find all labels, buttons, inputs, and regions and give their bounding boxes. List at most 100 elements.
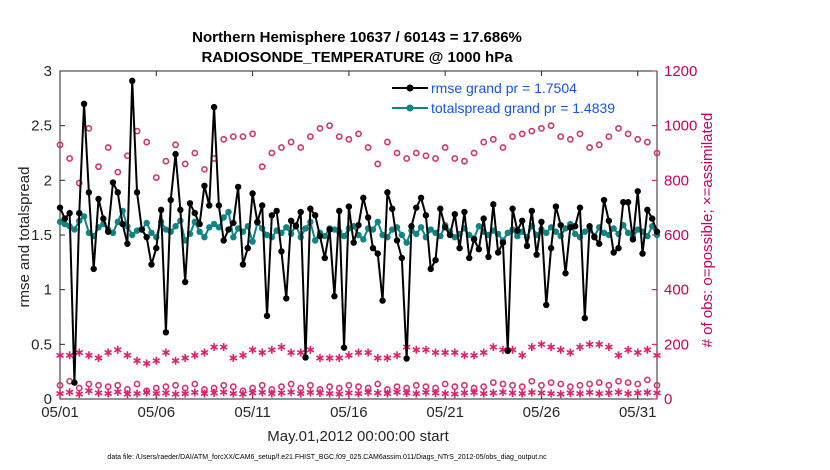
rmse-point [66,209,73,217]
obs-possible-point [480,383,488,391]
chart-title: Northern Hemisphere 10637 / 60143 = 17.6… [192,29,522,46]
obs-assimilated-point-low [94,388,103,397]
obs-assimilated-point-low [142,388,151,397]
obs-possible-point [518,383,526,391]
totalspread-point [403,239,410,246]
rmse-point [345,203,353,210]
y-axis-right: 0 200 400 600 800 1000 1200 [652,63,697,408]
obs-possible-point [470,149,478,157]
obs-assimilated-point [277,343,286,352]
totalspread-point [225,208,232,216]
obs-assimilated-point-low [123,390,132,399]
rmse-point [634,188,641,195]
totalspread-point [475,223,483,230]
totalspread-point [543,229,550,237]
totalspread-point [302,225,309,232]
obs-assimilated-point [354,348,363,357]
obs-possible-point [557,380,565,388]
obs-assimilated-point-low [393,388,401,397]
rmse-point [244,244,251,252]
totalspread-point [634,226,641,233]
rmse-point [543,301,550,309]
obs-assimilated-point [412,345,421,354]
obs-assimilated-point-low [383,389,392,398]
obs-possible-point [538,381,545,389]
obs-assimilated-point-low [171,390,180,399]
rmse-point [138,226,146,233]
totalspread-point [201,233,208,241]
obs-possible-point [412,149,420,157]
rmse-point [494,249,502,256]
x-tick-label: 05/31 [619,404,657,421]
obs-assimilated-point [585,340,594,349]
rmse-point [326,226,333,233]
rmse-point [557,221,564,229]
obs-assimilated-point-low [133,389,141,398]
totalspread-point [191,218,199,226]
obs-possible-point [143,138,151,146]
y-tick-label: 2.5 [31,118,52,135]
rmse-point [191,209,199,217]
obs-possible-point [56,381,64,389]
obs-assimilated-point-low [633,388,642,397]
totalspread-point [61,220,69,228]
obs-assimilated-point [287,348,295,357]
totalspread-point [417,224,425,231]
rmse-point [639,250,646,257]
rmse-point [644,206,651,214]
obs-assimilated-point [113,345,122,354]
obs-possible-point [306,381,314,389]
rmse-point [100,215,107,222]
obs-assimilated-point [142,359,151,368]
obs-possible-point [191,149,199,157]
rmse-point [605,217,613,224]
rmse-point [273,207,280,215]
totalspread-point [148,229,155,237]
obs-assimilated-point [604,343,613,352]
obs-possible-point [624,379,632,386]
y-right-tick-label: 800 [664,172,689,189]
rmse-point [56,204,64,211]
obs-assimilated-point [364,348,373,357]
obs-possible-point [547,379,555,386]
totalspread-point [196,228,203,235]
rmse-point [239,261,247,268]
rmse-point [427,265,434,273]
obs-assimilated-point [450,348,459,357]
obs-assimilated-series [56,340,661,399]
obs-assimilated-point [537,340,546,349]
obs-assimilated-point [431,348,440,357]
totalspread-point [283,224,290,231]
obs-possible-point [634,380,642,388]
obs-assimilated-point-low [585,388,594,397]
obs-possible-point [316,124,324,132]
obs-assimilated-point [258,348,267,357]
obs-assimilated-point [229,354,238,362]
rmse-point [567,224,574,231]
totalspread-point [600,229,608,237]
obs-assimilated-point [518,351,527,360]
obs-assimilated-point [85,351,93,360]
obs-possible-point [451,155,459,162]
obs-possible-point [615,377,622,385]
obs-possible-point [432,155,439,162]
rmse-point [307,205,314,212]
rmse-point [249,190,256,197]
obs-possible-point [287,138,295,146]
obs-possible-point [509,133,516,140]
rmse-point [331,293,338,300]
obs-assimilated-point [653,351,661,360]
obs-assimilated-point [248,345,257,354]
obs-possible-point [576,381,584,389]
obs-possible-point [605,133,613,140]
obs-possible-point [489,135,497,143]
obs-assimilated-point-low [210,388,218,397]
totalspread-point [80,213,88,220]
obs-assimilated-point-low [450,390,459,399]
obs-assimilated-point-low [229,389,238,398]
obs-possible-point [412,381,420,389]
rmse-point [620,199,627,206]
obs-possible-point [566,135,574,143]
rmse-point [263,312,271,320]
obs-assimilated-point-low [576,389,584,398]
